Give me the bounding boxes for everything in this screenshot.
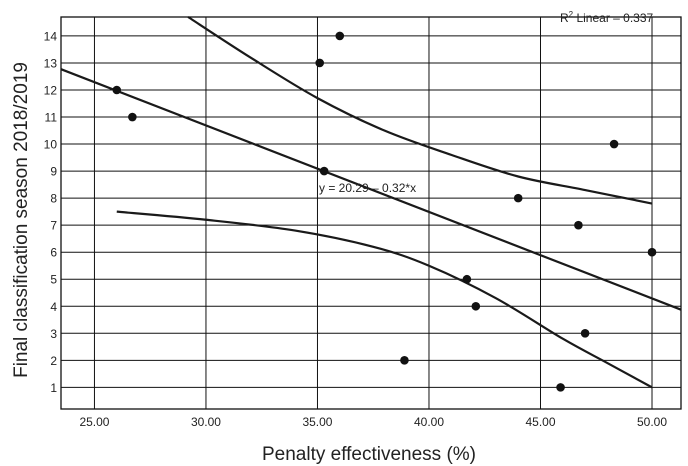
y-tick-label: 6 [50, 246, 57, 260]
y-tick-label: 9 [50, 165, 57, 179]
r-squared-label-superscript: 2 [569, 10, 574, 19]
y-axis-title: Final classification season 2018/2019 [11, 62, 32, 378]
grid-lines [61, 17, 681, 409]
confidence-band-upper [187, 16, 653, 205]
y-tick-label: 5 [50, 273, 57, 287]
x-tick-label: 40.00 [414, 415, 444, 429]
r-squared-label-suffix: Linear – 0.337 [573, 11, 653, 25]
y-tick-label: 7 [50, 219, 57, 233]
y-tick-label: 2 [50, 354, 57, 368]
y-tick-label: 3 [50, 327, 57, 341]
y-tick-label: 14 [44, 29, 58, 43]
data-point [471, 301, 481, 311]
x-tick-label: 30.00 [191, 415, 221, 429]
data-point [647, 247, 657, 257]
data-point [128, 112, 137, 122]
data-point [609, 139, 619, 149]
y-tick-label: 13 [44, 56, 58, 70]
r-squared-label: R2 Linear – 0.337 [560, 10, 654, 25]
data-point [400, 356, 409, 365]
x-tick-label: 50.00 [637, 415, 667, 429]
regression-line [60, 68, 682, 311]
x-axis-tick-labels: 25.00 30.00 35.00 40.00 45.00 50.00 [79, 415, 667, 429]
y-tick-label: 10 [44, 138, 58, 152]
r-squared-label-prefix: R [560, 11, 569, 25]
y-tick-label: 4 [50, 300, 57, 314]
x-axis-title: Penalty effectiveness (%) [262, 444, 476, 465]
regression-equation-label: y = 20.29 – 0.32*x [319, 181, 416, 195]
x-tick-label: 35.00 [302, 415, 332, 429]
x-tick-label: 25.00 [79, 415, 109, 429]
data-point [556, 383, 565, 392]
y-tick-label: 11 [45, 111, 58, 125]
y-tick-label: 1 [50, 381, 57, 395]
data-point [462, 274, 472, 284]
data-point [580, 329, 590, 338]
data-point [335, 31, 345, 41]
data-point [319, 166, 329, 176]
fit-curves [60, 16, 682, 389]
y-tick-label: 8 [50, 192, 57, 206]
y-tick-label: 12 [44, 83, 58, 97]
x-tick-label: 45.00 [525, 415, 555, 429]
confidence-band-lower [116, 210, 653, 389]
data-point [315, 58, 325, 68]
data-point [574, 220, 583, 230]
data-point [112, 85, 122, 95]
plot-area-frame [60, 16, 682, 410]
data-points [112, 31, 657, 392]
data-point [513, 193, 523, 203]
